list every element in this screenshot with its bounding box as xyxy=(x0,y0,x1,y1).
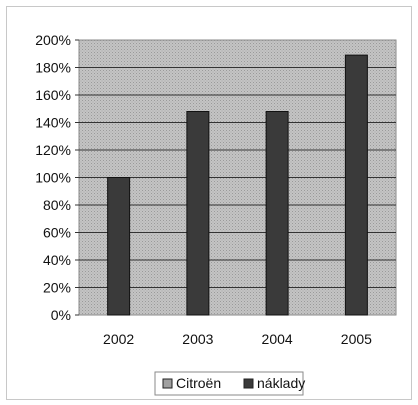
legend-label-citroen: Citroën xyxy=(176,375,221,391)
y-tick-label: 140% xyxy=(35,115,71,131)
legend-swatch-naklady xyxy=(243,378,254,389)
x-tick-label: 2005 xyxy=(341,331,372,347)
y-tick-label: 0% xyxy=(51,307,71,323)
bars xyxy=(107,54,368,316)
bar-2002 xyxy=(107,177,131,316)
x-tick-label: 2004 xyxy=(262,331,293,347)
y-tick-label: 200% xyxy=(35,32,71,48)
x-tick-label: 2003 xyxy=(182,331,213,347)
y-tick-label: 20% xyxy=(43,280,71,296)
y-tick-label: 40% xyxy=(43,252,71,268)
bar-2003 xyxy=(186,111,210,316)
bar-chart: 0% 20% 40% 60% 80% 100% 120% 140% 160% 180% 200% 2… xyxy=(35,32,397,396)
y-axis-tick-labels: 0% 20% 40% 60% 80% 100% 120% 140% 160% 180% 200% xyxy=(35,32,79,323)
bar-2004 xyxy=(265,111,289,316)
y-tick-label: 60% xyxy=(43,225,71,241)
legend-swatch-citroen xyxy=(162,378,173,389)
x-tick-label: 2002 xyxy=(103,331,134,347)
legend-label-naklady: náklady xyxy=(257,375,305,391)
chart-frame: 0% 20% 40% 60% 80% 100% 120% 140% 160% 180% 200% 2… xyxy=(6,6,412,400)
legend-box xyxy=(154,371,304,396)
gridlines xyxy=(79,67,396,288)
x-axis-tick-labels: 2002 2003 2004 2005 xyxy=(103,331,372,347)
y-tick-label: 120% xyxy=(35,142,71,158)
y-tick-label: 100% xyxy=(35,170,71,186)
y-tick-label: 160% xyxy=(35,87,71,103)
bar-2005 xyxy=(344,54,368,316)
y-tick-label: 180% xyxy=(35,60,71,76)
y-tick-label: 80% xyxy=(43,197,71,213)
